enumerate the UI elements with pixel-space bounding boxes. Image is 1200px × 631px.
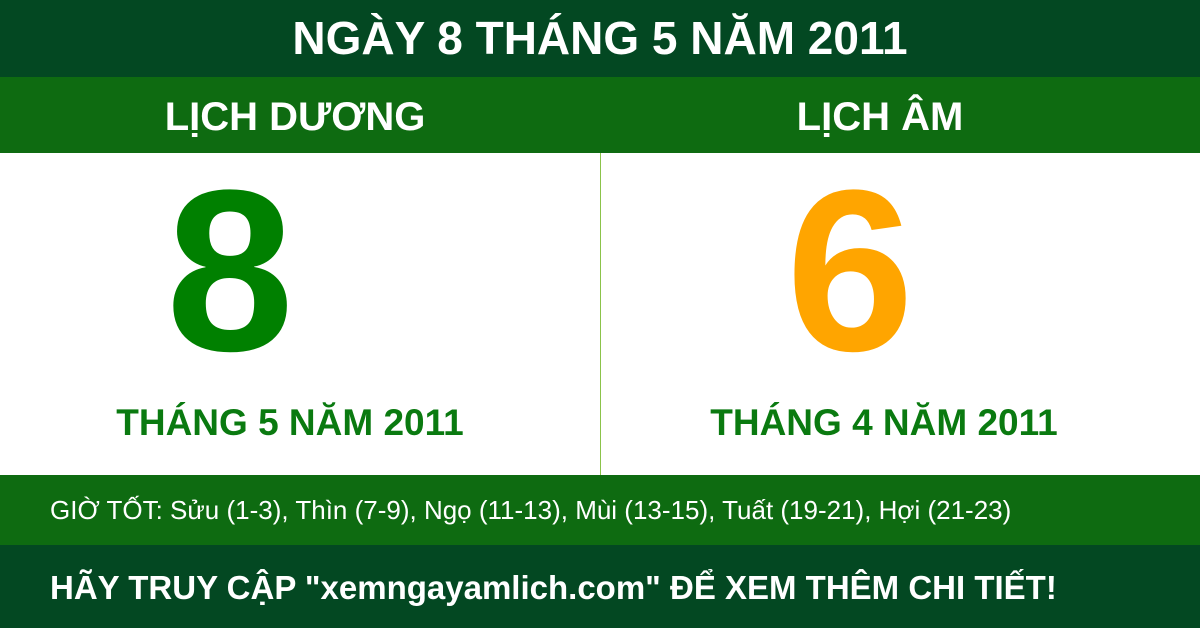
page-title: NGÀY 8 THÁNG 5 NĂM 2011	[0, 0, 1200, 77]
good-hours: GIỜ TỐT: Sửu (1-3), Thìn (7-9), Ngọ (11-…	[0, 475, 1200, 545]
calendar-body: 8 THÁNG 5 NĂM 2011 6 THÁNG 4 NĂM 2011	[0, 153, 1200, 475]
lunar-heading: LỊCH ÂM	[796, 95, 964, 139]
solar-day: 8	[166, 153, 294, 389]
solar-column: 8 THÁNG 5 NĂM 2011	[0, 153, 600, 475]
solar-month-year: THÁNG 5 NĂM 2011	[116, 402, 464, 443]
lunar-day: 6	[786, 153, 914, 389]
footer-cta: HÃY TRUY CẬP "xemngayamlich.com" ĐỂ XEM …	[0, 545, 1200, 628]
solar-heading: LỊCH DƯƠNG	[164, 95, 426, 139]
lunar-month-year: THÁNG 4 NĂM 2011	[710, 402, 1058, 443]
calendar-headings: LỊCH DƯƠNG LỊCH ÂM	[0, 77, 1200, 153]
lunar-column: 6 THÁNG 4 NĂM 2011	[600, 153, 1200, 475]
column-divider	[600, 153, 601, 475]
